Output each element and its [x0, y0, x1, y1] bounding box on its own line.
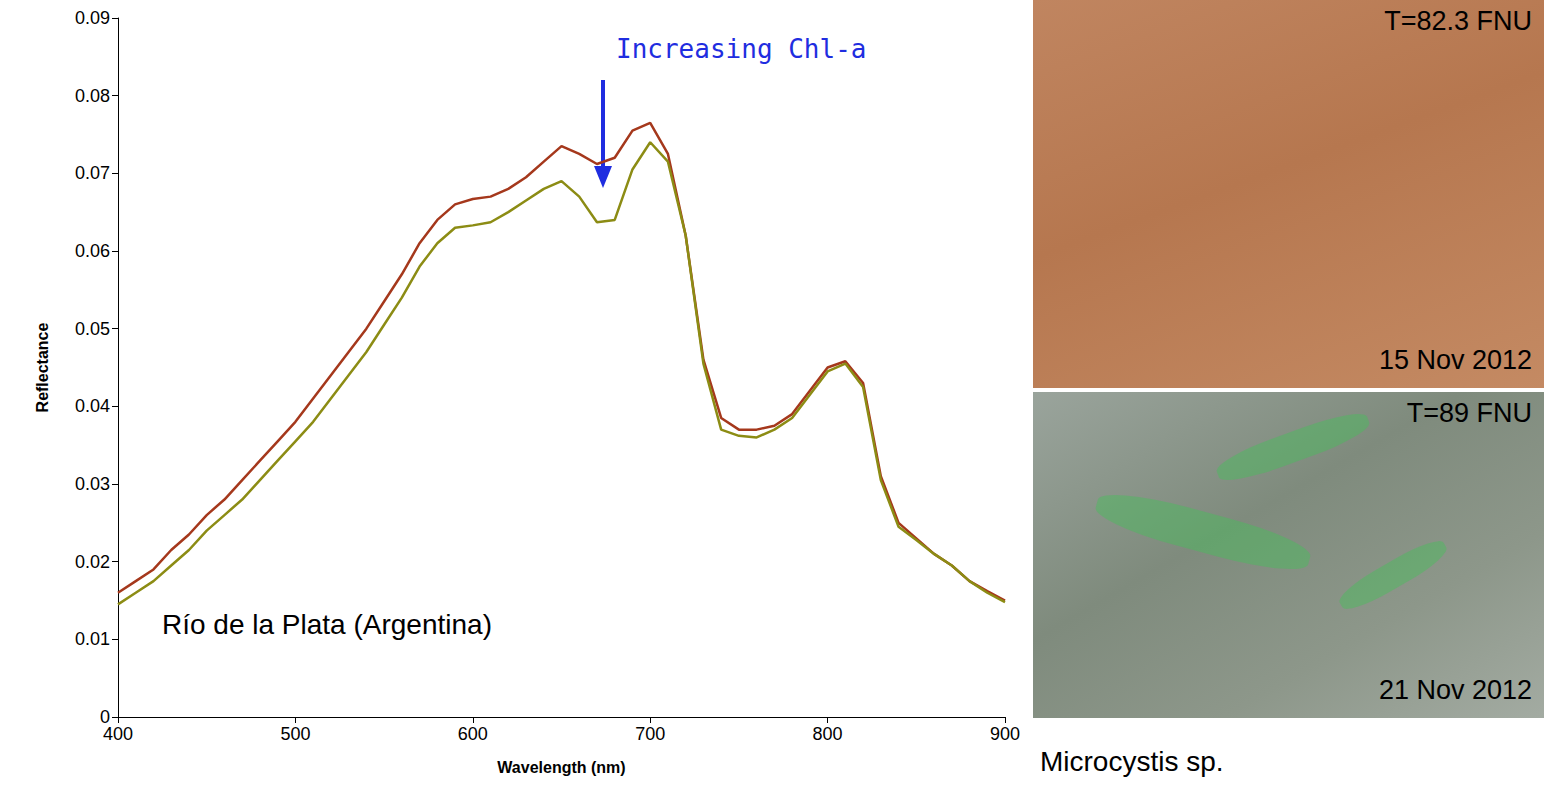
- svg-text:0.08: 0.08: [75, 86, 110, 106]
- html-text:21 Nov 2012: 21 Nov 2012: [1378, 675, 1532, 705]
- svg-text:0.07: 0.07: [75, 163, 110, 183]
- svg-text:Wavelength (nm): Wavelength (nm): [497, 759, 625, 776]
- svg-text:0.05: 0.05: [75, 319, 110, 339]
- svg-text:600: 600: [458, 724, 488, 744]
- svg-text:0.09: 0.09: [75, 8, 110, 28]
- svg-text:0.02: 0.02: [75, 552, 110, 572]
- html-text:Microcystis sp.: Microcystis sp.: [1040, 746, 1224, 777]
- svg-text:0.06: 0.06: [75, 241, 110, 261]
- svg-text:Reflectance: Reflectance: [34, 322, 51, 412]
- svg-text:0.01: 0.01: [75, 629, 110, 649]
- html-text:T=89 FNU: T=89 FNU: [1406, 398, 1532, 428]
- svg-text:0: 0: [100, 707, 110, 727]
- svg-text:Río de la Plata (Argentina): Río de la Plata (Argentina): [162, 609, 492, 640]
- svg-text:0.03: 0.03: [75, 474, 110, 494]
- svg-text:800: 800: [813, 724, 843, 744]
- svg-text:400: 400: [103, 724, 133, 744]
- html-text:15 Nov 2012: 15 Nov 2012: [1378, 345, 1532, 375]
- html-text:T=82.3 FNU: T=82.3 FNU: [1384, 6, 1532, 36]
- svg-text:900: 900: [990, 724, 1020, 744]
- svg-text:700: 700: [635, 724, 665, 744]
- svg-text:Increasing Chl-a: Increasing Chl-a: [616, 34, 866, 64]
- svg-text:0.04: 0.04: [75, 396, 110, 416]
- svg-text:500: 500: [280, 724, 310, 744]
